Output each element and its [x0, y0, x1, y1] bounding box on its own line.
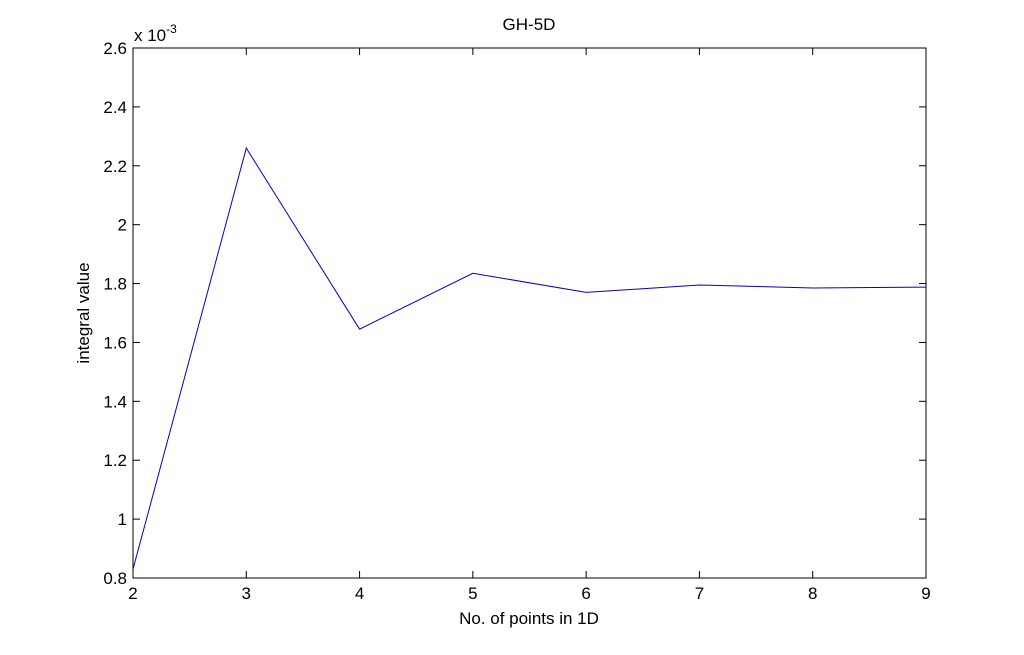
tick-labels: 2 3 4 5 6 7 8 9 0.8 1 1.2 1.4 1.6 1.8 2 2.2 2.4 2.6 — [103, 39, 930, 603]
y-tick-label: 1 — [118, 510, 127, 529]
y-tick-label: 0.8 — [103, 569, 127, 588]
axes-box — [132, 47, 927, 579]
y-tick-label: 1.8 — [103, 275, 127, 294]
chart-title: GH-5D — [503, 15, 556, 34]
series-layer — [132, 146, 927, 570]
x-tick-label: 5 — [468, 584, 477, 603]
y-scale-multiplier: x 10-3 — [134, 22, 177, 45]
y-tick-label: 2 — [118, 216, 127, 235]
y-tick-label: 2.4 — [103, 98, 127, 117]
x-tick-label: 6 — [581, 584, 590, 603]
x-tick-label: 3 — [242, 584, 251, 603]
x-tick-label: 2 — [128, 584, 137, 603]
plot-area — [133, 48, 926, 578]
y-scale-base: x 10 — [134, 26, 166, 45]
x-tick-label: 4 — [355, 584, 364, 603]
y-tick-label: 2.2 — [103, 157, 127, 176]
y-tick-label: 1.4 — [103, 392, 127, 411]
y-tick-label: 1.2 — [103, 451, 127, 470]
y-tick-label: 2.6 — [103, 39, 127, 58]
x-tick-label: 7 — [695, 584, 704, 603]
x-axis-label: No. of points in 1D — [459, 609, 599, 628]
x-tick-label: 9 — [921, 584, 930, 603]
y-axis-label: integral value — [74, 262, 93, 363]
series-line — [132, 146, 927, 570]
y-scale-exponent: -3 — [166, 22, 177, 36]
y-tick-label: 1.6 — [103, 333, 127, 352]
x-tick-label: 8 — [808, 584, 817, 603]
